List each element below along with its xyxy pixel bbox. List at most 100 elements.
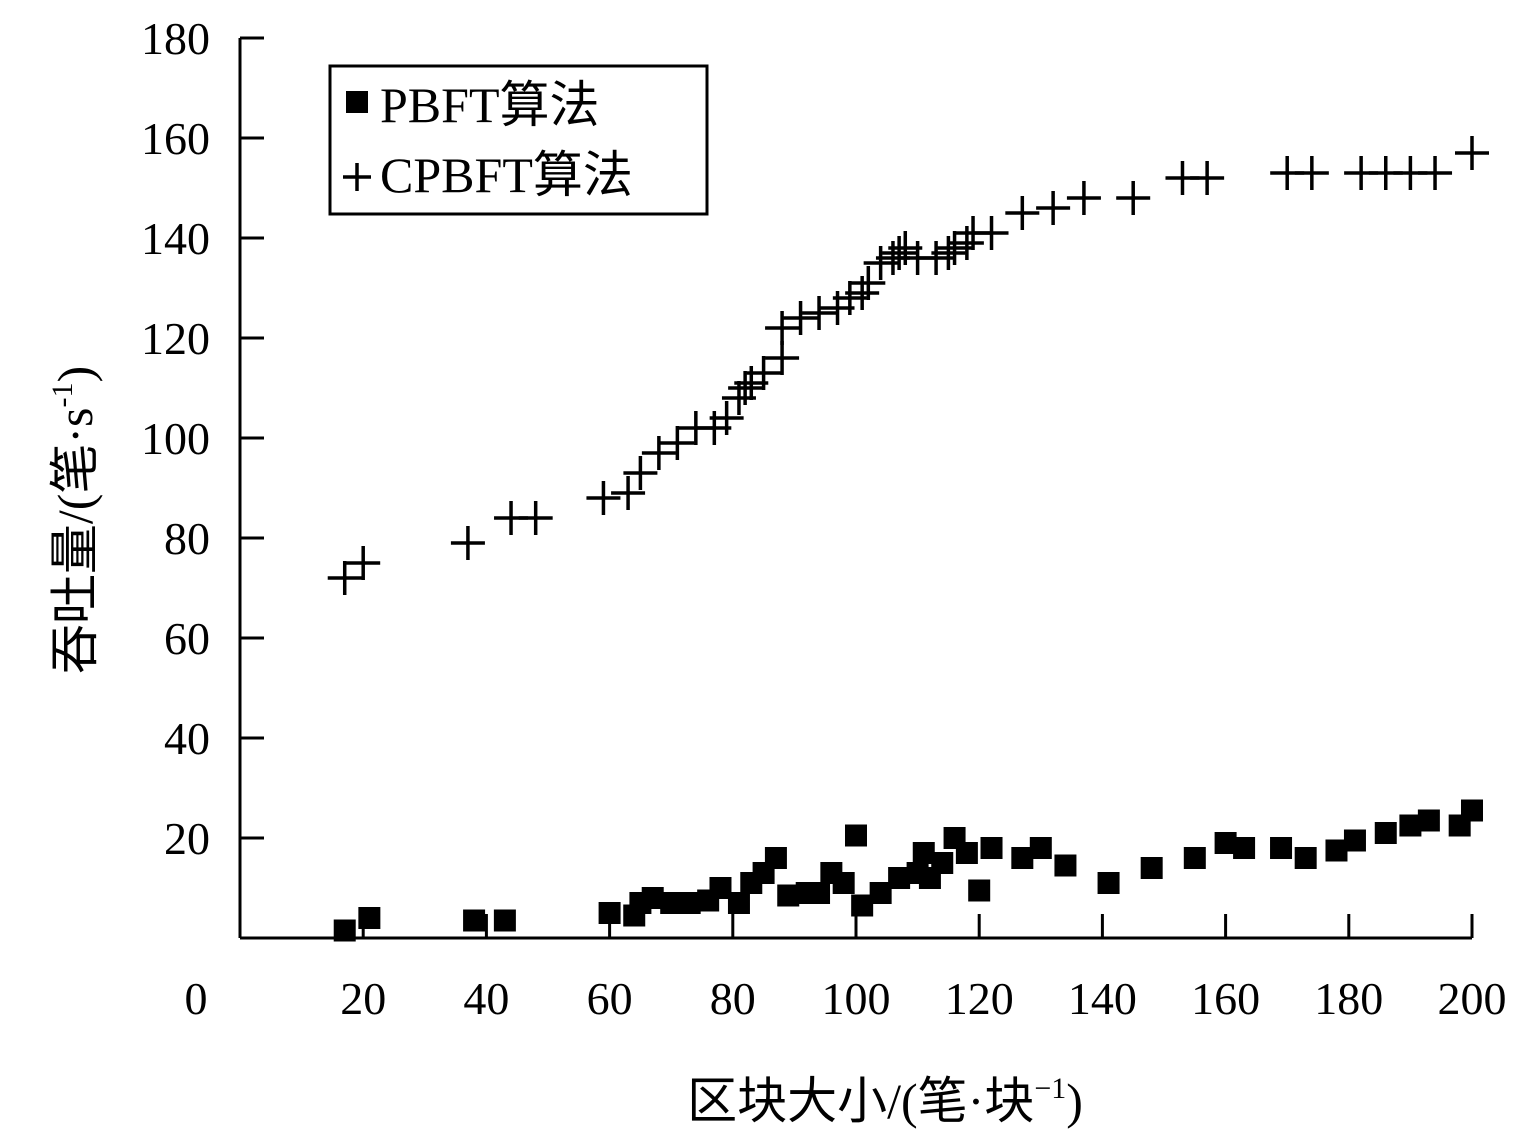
series-layer xyxy=(327,136,1489,942)
data-point-plus xyxy=(1005,196,1040,230)
x-axis-title-superscript: −1 xyxy=(1034,1072,1066,1105)
data-point-plus xyxy=(1190,161,1225,195)
legend-box xyxy=(328,64,709,216)
legend-marker-square xyxy=(346,91,368,113)
data-point-plus xyxy=(1418,156,1453,190)
data-point-plus xyxy=(765,341,800,375)
x-tick-label: 200 xyxy=(1438,973,1507,1024)
y-tick-label: 160 xyxy=(141,113,210,164)
data-point-square xyxy=(493,909,516,932)
data-point-plus xyxy=(586,481,621,515)
data-point-square xyxy=(1233,837,1256,859)
data-point-square xyxy=(1054,854,1077,877)
data-point-plus xyxy=(641,436,676,470)
x-tick-label: 40 xyxy=(463,973,509,1024)
data-point-plus xyxy=(450,526,485,560)
x-tick-label: 100 xyxy=(822,973,891,1024)
data-point-square xyxy=(1417,809,1440,832)
data-point-square xyxy=(1461,799,1483,822)
x-axis-title-main: 区块大小/(笔·块 xyxy=(687,1073,1034,1129)
x-tick-label: 160 xyxy=(1191,973,1260,1024)
data-point-plus xyxy=(728,371,763,405)
data-point-square xyxy=(709,877,732,899)
data-point-square xyxy=(777,884,800,907)
data-point-square xyxy=(888,867,911,889)
x-tick-label: 60 xyxy=(587,973,633,1024)
y-axis-title: 吞吐量/(笔·s-1) xyxy=(46,366,103,674)
data-point-plus xyxy=(518,501,553,535)
data-point-square xyxy=(869,882,892,904)
data-point-square xyxy=(845,824,867,847)
data-point-plus xyxy=(1036,191,1071,225)
data-point-square xyxy=(851,894,874,917)
y-tick-label: 40 xyxy=(164,713,210,764)
svg-text:吞吐量/(笔·s-1): 吞吐量/(笔·s-1) xyxy=(46,366,103,674)
y-tick-label: 120 xyxy=(141,313,210,364)
y-tick-label: 80 xyxy=(164,513,210,564)
y-tick-label: 60 xyxy=(164,613,210,664)
data-point-square xyxy=(1183,847,1206,869)
data-point-plus xyxy=(1116,181,1151,215)
data-point-square xyxy=(333,919,356,942)
data-point-plus xyxy=(709,401,744,435)
data-point-square xyxy=(1294,847,1317,869)
y-axis-title-close: ) xyxy=(47,366,103,383)
data-point-square xyxy=(1270,837,1293,859)
x-axis-title-close: ) xyxy=(1066,1073,1083,1129)
data-point-plus xyxy=(974,216,1009,250)
data-point-plus xyxy=(882,236,917,270)
data-point-plus xyxy=(746,356,781,390)
data-point-square xyxy=(1140,857,1163,879)
series-pbft xyxy=(333,799,1483,942)
data-point-square xyxy=(955,842,978,864)
x-origin-label: 0 xyxy=(185,973,208,1024)
x-ticks: 20 40 60 80 100 120 140 160 180 200 xyxy=(340,914,1507,1024)
x-tick-label: 80 xyxy=(710,973,756,1024)
x-tick-label: 180 xyxy=(1314,973,1383,1024)
data-point-plus xyxy=(851,266,886,300)
data-point-square xyxy=(1325,839,1348,862)
data-point-plus xyxy=(1066,181,1101,215)
data-point-square xyxy=(1011,847,1034,869)
data-point-plus xyxy=(660,426,695,460)
x-tick-label: 140 xyxy=(1068,973,1137,1024)
data-point-square xyxy=(980,837,1003,859)
data-point-square xyxy=(1097,872,1120,894)
data-point-plus xyxy=(623,456,658,490)
data-point-square xyxy=(1029,837,1052,859)
data-point-plus xyxy=(783,301,818,335)
data-point-square xyxy=(660,892,683,914)
y-axis-title-main: 吞吐量/(笔·s xyxy=(47,408,103,675)
data-point-plus xyxy=(931,236,966,270)
x-axis-title: 区块大小/(笔·块−1) xyxy=(687,1072,1083,1129)
data-point-square xyxy=(1214,832,1237,854)
x-tick-label: 120 xyxy=(945,973,1014,1024)
data-point-square xyxy=(912,842,935,864)
data-point-plus xyxy=(327,561,362,595)
y-tick-label: 20 xyxy=(164,813,210,864)
data-point-square xyxy=(463,909,486,932)
data-point-plus xyxy=(611,476,646,510)
data-point-square xyxy=(727,892,750,914)
legend-marker-plus xyxy=(343,163,371,191)
data-point-plus xyxy=(765,311,800,345)
x-tick-label: 20 xyxy=(340,973,386,1024)
y-axis-title-superscript: -1 xyxy=(46,383,79,408)
legend-label-cpbft: CPBFT算法 xyxy=(380,147,633,203)
data-point-square xyxy=(1374,822,1397,844)
y-tick-label: 140 xyxy=(141,213,210,264)
data-point-plus xyxy=(1455,136,1489,170)
y-ticks: 20 40 60 80 100 120 140 160 180 xyxy=(141,13,264,864)
data-point-square xyxy=(808,882,831,904)
legend: PBFT算法 CPBFT算法 xyxy=(328,64,709,216)
y-tick-label: 100 xyxy=(141,413,210,464)
data-point-plus xyxy=(802,296,837,330)
data-point-square xyxy=(968,879,991,902)
data-point-square xyxy=(764,847,787,869)
data-point-square xyxy=(598,902,621,924)
data-point-square xyxy=(931,852,954,874)
data-point-square xyxy=(678,892,701,914)
data-point-square xyxy=(832,872,855,894)
data-point-square xyxy=(1399,814,1422,837)
